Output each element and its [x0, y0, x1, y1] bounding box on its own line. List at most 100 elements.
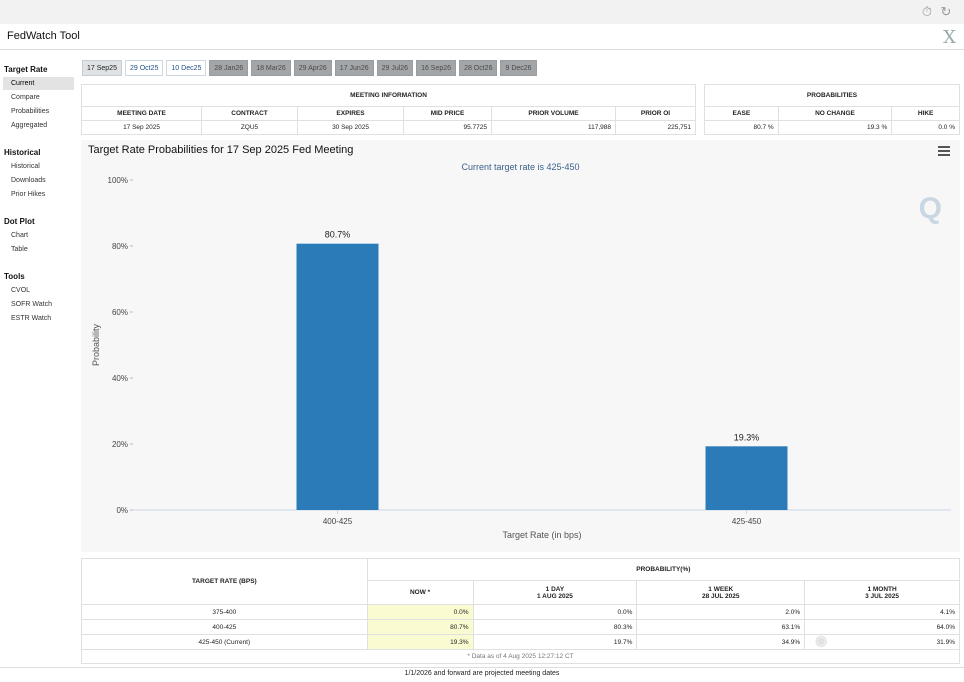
- target-rate-cell: 425-450 (Current): [81, 634, 368, 650]
- probability-cell: 0.0%: [472, 604, 638, 620]
- tab-meeting[interactable]: 18 Mar26: [251, 60, 291, 76]
- probability-cell: 19.7%: [472, 634, 638, 650]
- meeting-info-header: MID PRICE: [403, 106, 492, 121]
- alert-icon[interactable]: ⏱: [921, 4, 933, 19]
- tab-meeting[interactable]: 16 Sep26: [416, 60, 457, 76]
- probabilities-title: PROBABILITIES: [704, 84, 960, 107]
- subheader-line2: 3 JUL 2025: [865, 592, 899, 600]
- chart-panel: 0% 20% 40% 60% 80% 100% Probability 80.7% 400-42…: [81, 140, 960, 552]
- probability-cell: 80.7%: [366, 619, 474, 635]
- y-tick-label: 0%: [116, 506, 128, 515]
- sidebar-item-current[interactable]: Current: [3, 77, 74, 90]
- data-timestamp-note: * Data as of 4 Aug 2025 12:27:12 CT: [81, 650, 960, 664]
- probabilities-cell: 19.3 %: [777, 120, 893, 135]
- target-rate-cell: 375-400: [81, 604, 368, 620]
- tab-meeting[interactable]: 10 Dec25: [166, 60, 207, 76]
- title-bar: FedWatch Tool X: [0, 24, 964, 50]
- x-tick-label: 400-425: [323, 517, 353, 526]
- prob-header-row: TARGET RATE (BPS) PROBABILITY(%): [81, 558, 961, 605]
- subheader-line2: 28 JUL 2025: [702, 592, 740, 600]
- tab-meeting[interactable]: 9 Dec26: [500, 60, 537, 76]
- table-row: 375-400 0.0% 0.0% 2.0% 4.1%: [81, 604, 960, 620]
- probability-cell: 34.9%: [636, 634, 806, 650]
- y-tick-label: 20%: [112, 440, 128, 449]
- table-row: 425-450 (Current) 19.3% 19.7% 34.9% 31.9%: [81, 634, 960, 650]
- probabilities-table: PROBABILITIES EASE NO CHANGE HIKE 80.7 % 19…: [704, 84, 960, 135]
- sidebar-item-downloads[interactable]: Downloads: [11, 177, 46, 184]
- sidebar-item-cvol[interactable]: CVOL: [11, 287, 31, 294]
- sidebar-heading: Historical: [4, 148, 41, 157]
- tab-meeting[interactable]: 29 Jul26: [376, 60, 414, 76]
- x-axis-label: Target Rate (in bps): [502, 530, 581, 540]
- meeting-info-cell: 30 Sep 2025: [297, 120, 404, 135]
- bar-data-label: 19.3%: [734, 432, 760, 442]
- probabilities-header: NO CHANGE: [777, 106, 893, 121]
- y-axis-label: Probability: [91, 323, 101, 366]
- sidebar-item-aggregated[interactable]: Aggregated: [11, 122, 48, 129]
- subheader-line1: 1 DAY: [545, 585, 565, 593]
- probability-group-header: PROBABILITY(%): [366, 558, 961, 581]
- sidebar-heading: Dot Plot: [4, 217, 35, 226]
- y-tick-label: 40%: [112, 374, 128, 383]
- probability-cell: 0.0%: [366, 604, 474, 620]
- bar-data-label: 80.7%: [325, 230, 351, 240]
- probabilities-header: HIKE: [891, 106, 960, 121]
- tab-meeting[interactable]: 17 Sep25: [82, 60, 122, 76]
- y-tick-label: 60%: [112, 308, 128, 317]
- y-tick-label: 100%: [108, 176, 128, 185]
- meeting-info-title: MEETING INFORMATION: [81, 84, 696, 107]
- sidebar-heading: Tools: [4, 272, 25, 281]
- meeting-info-header: EXPIRES: [297, 106, 404, 121]
- probabilities-cell: 0.0 %: [891, 120, 960, 135]
- sidebar-item-compare[interactable]: Compare: [11, 94, 40, 101]
- sidebar-item-prior-hikes[interactable]: Prior Hikes: [11, 191, 46, 198]
- tab-meeting[interactable]: 29 Oct25: [124, 60, 164, 76]
- meeting-info-cell: 117,988: [491, 120, 616, 135]
- sidebar-item-sofr-watch[interactable]: SOFR Watch: [11, 301, 52, 308]
- probability-cell: 80.3%: [472, 619, 638, 635]
- target-rate-cell: 400-425: [81, 619, 368, 635]
- subheader-line1: NOW *: [409, 589, 431, 596]
- probability-subheader: 1 WEEK 28 JUL 2025: [636, 580, 806, 605]
- sidebar-item-chart[interactable]: Chart: [11, 232, 29, 239]
- bar-chart: 0% 20% 40% 60% 80% 100% Probability 80.7% 400-42…: [91, 176, 951, 540]
- sidebar-item-table[interactable]: Table: [11, 246, 28, 253]
- probability-subheader: 1 MONTH 3 JUL 2025: [804, 580, 960, 605]
- bar[interactable]: [705, 446, 788, 510]
- top-toolbar: ⏱ ↻: [0, 0, 964, 24]
- sidebar-spacer: [0, 202, 76, 210]
- sidebar-heading: Target Rate: [4, 65, 48, 74]
- tab-meeting[interactable]: 29 Apr26: [293, 60, 332, 76]
- probability-cell: 31.9%: [804, 634, 960, 650]
- tab-meeting[interactable]: 28 Oct26: [459, 60, 498, 76]
- probability-cell: 19.3%: [366, 634, 474, 650]
- subheader-line2: 1 AUG 2025: [537, 592, 573, 600]
- probabilities-header: EASE: [704, 106, 779, 121]
- probability-table: TARGET RATE (BPS) PROBABILITY(%) NOW * 1 DA…: [81, 558, 961, 650]
- sidebar: Target Rate Current Compare Probabilities Ag…: [0, 58, 76, 326]
- sidebar-spacer: [0, 133, 76, 141]
- app-title: FedWatch Tool: [7, 30, 80, 42]
- target-rate-header: TARGET RATE (BPS): [81, 558, 368, 605]
- sidebar-item-estr-watch[interactable]: ESTR Watch: [11, 315, 52, 322]
- meeting-info-cell: 17 Sep 2025: [81, 120, 202, 135]
- watermark: ◉: [815, 632, 828, 648]
- meeting-info-header: PRIOR VOLUME: [491, 106, 616, 121]
- sidebar-spacer: [0, 257, 76, 265]
- bar[interactable]: [296, 243, 379, 510]
- tab-meeting[interactable]: 17 Jun26: [334, 60, 374, 76]
- x-tick-label: 425-450: [732, 517, 762, 526]
- quikstrike-logo: Q: [918, 192, 942, 225]
- sidebar-item-historical[interactable]: Historical: [11, 163, 40, 170]
- close-icon[interactable]: X: [943, 27, 956, 48]
- refresh-icon[interactable]: ↻: [940, 4, 952, 19]
- probability-cell: 63.1%: [636, 619, 806, 635]
- chart-menu-icon[interactable]: [938, 146, 950, 156]
- chart-subtitle: Current target rate is 425-450: [461, 162, 580, 172]
- probabilities-cell: 80.7 %: [704, 120, 779, 135]
- meeting-info-table: MEETING INFORMATION MEETING DATE CONTRACT…: [81, 84, 696, 135]
- chart-title: Target Rate Probabilities for 17 Sep 202…: [88, 144, 354, 156]
- table-row: 400-425 80.7% 80.3% 63.1% 64.0%: [81, 619, 960, 635]
- sidebar-item-probabilities[interactable]: Probabilities: [11, 108, 50, 115]
- tab-meeting[interactable]: 28 Jan26: [209, 60, 249, 76]
